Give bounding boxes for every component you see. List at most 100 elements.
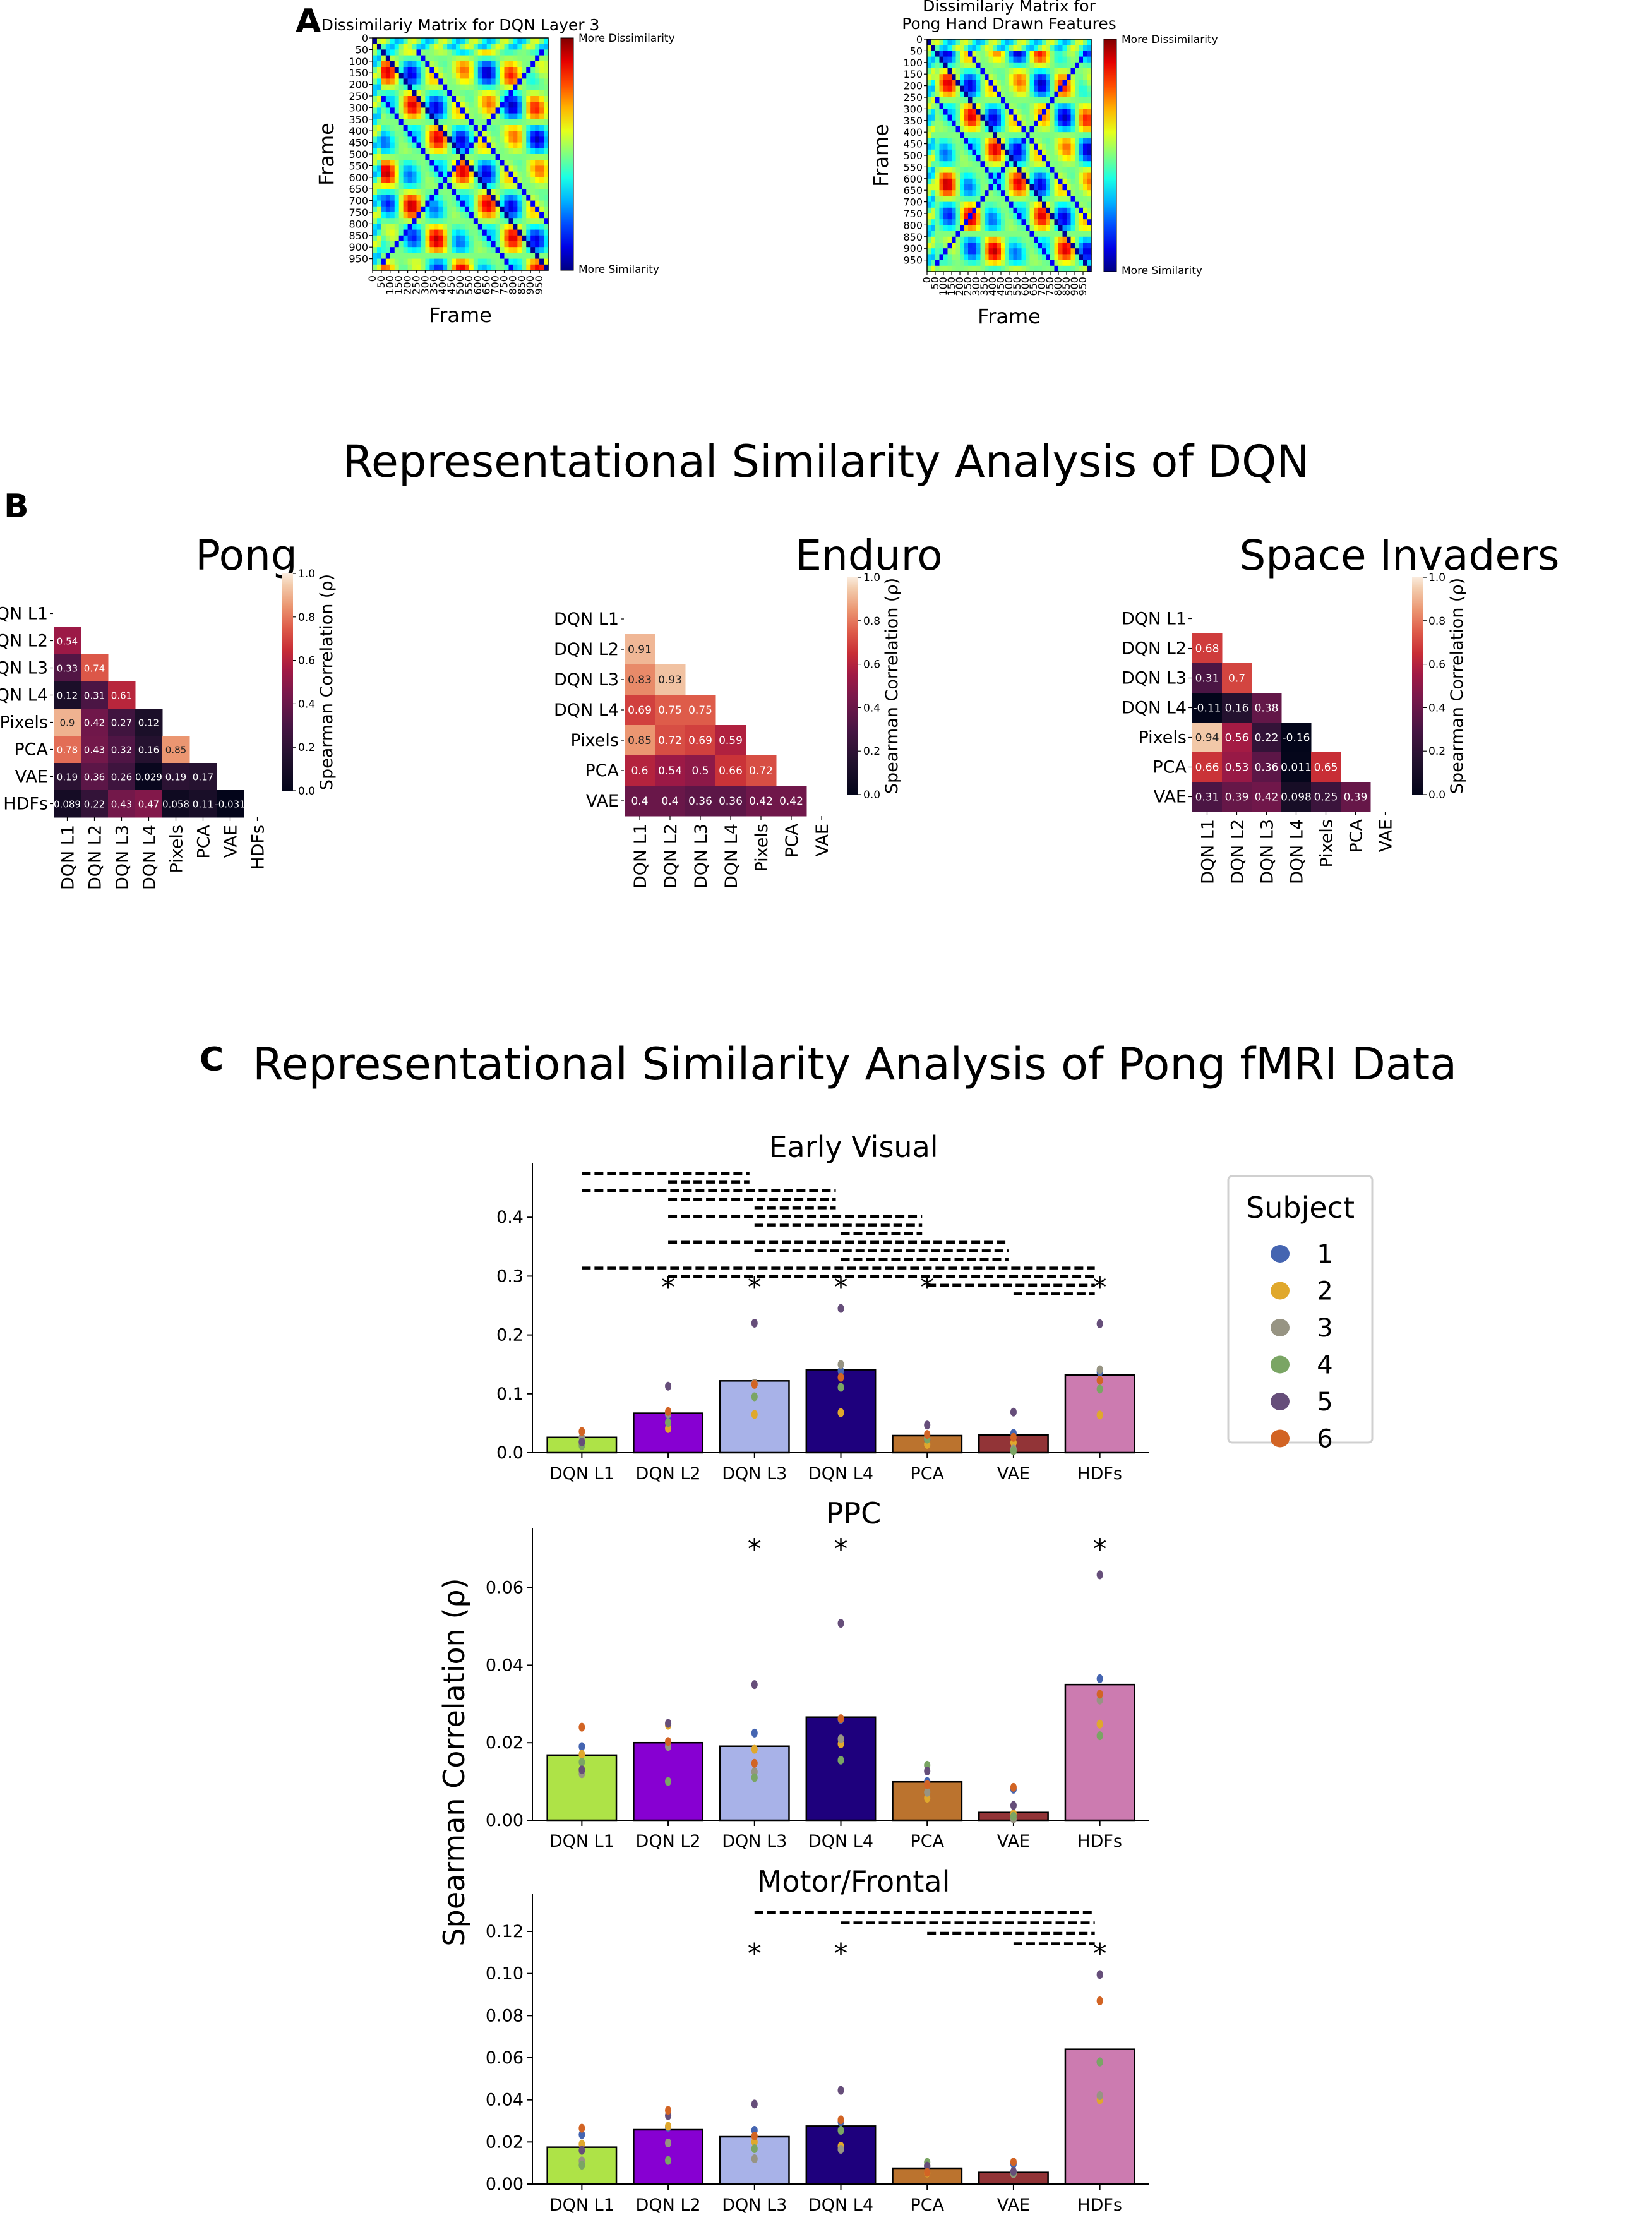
- matrix-cell: [1029, 91, 1034, 98]
- matrix-cell: [495, 206, 501, 213]
- matrix-cell: [972, 155, 977, 162]
- matrix-cell: [1026, 97, 1031, 104]
- matrix-cell: [464, 177, 470, 184]
- matrix-cell: [539, 49, 544, 56]
- matrix-cell: [955, 184, 961, 191]
- matrix-cell: [477, 67, 483, 73]
- heatmap-cell-value: 0.22: [1255, 732, 1279, 745]
- matrix-cell: [477, 119, 483, 126]
- matrix-cell: [1054, 236, 1059, 243]
- heatmap-cell-value: 0.12: [138, 717, 159, 729]
- subject-point: [751, 1728, 758, 1738]
- matrix-cell: [1087, 109, 1092, 116]
- matrix-cell: [434, 189, 439, 195]
- matrix-cell: [1083, 196, 1088, 203]
- matrix-cell: [447, 67, 452, 73]
- matrix-cell: [522, 160, 527, 166]
- matrix-cell: [927, 254, 932, 261]
- matrix-cell: [469, 189, 474, 195]
- matrix-cell: [447, 90, 452, 97]
- matrix-cell: [1042, 219, 1047, 225]
- matrix-cell: [927, 172, 932, 179]
- matrix-cell: [473, 49, 479, 56]
- matrix-cell: [522, 44, 527, 50]
- matrix-cell: [1026, 109, 1031, 116]
- matrix-cell: [385, 160, 391, 166]
- matrix-cell: [530, 131, 536, 137]
- matrix-cell: [993, 114, 998, 121]
- matrix-cell: [403, 38, 409, 44]
- matrix-cell: [939, 260, 944, 267]
- matrix-cell: [504, 49, 510, 56]
- matrix-cell: [544, 195, 549, 201]
- chart-title: Motor/Frontal: [757, 1864, 950, 1899]
- subject-point: [924, 1767, 931, 1776]
- matrix-cell: [508, 131, 513, 137]
- matrix-cell: [504, 55, 510, 62]
- matrix-cell: [526, 49, 531, 56]
- matrix-cell: [473, 38, 479, 44]
- matrix-cell: [504, 177, 510, 184]
- matrix-cell: [398, 49, 404, 56]
- matrix-cell: [452, 90, 457, 97]
- matrix-cell: [517, 125, 522, 131]
- matrix-cell: [456, 177, 461, 184]
- y-tick-label: 600: [903, 173, 923, 185]
- matrix-cell: [412, 200, 417, 207]
- matrix-cell: [927, 45, 932, 51]
- heatmap-cell-value: -0.11: [1194, 702, 1221, 715]
- subject-point: [665, 1719, 672, 1728]
- matrix-cell: [1017, 109, 1022, 116]
- matrix-cell: [491, 224, 496, 231]
- y-tick-label: 300: [903, 103, 923, 115]
- matrix-cell: [935, 190, 940, 196]
- matrix-cell: [517, 189, 522, 195]
- matrix-cell: [398, 125, 404, 131]
- matrix-cell: [412, 44, 417, 50]
- matrix-cell: [381, 195, 386, 201]
- matrix-cell: [1001, 184, 1006, 191]
- matrix-cell: [495, 78, 501, 85]
- matrix-cell: [508, 206, 513, 213]
- heatmap-cell-value: 0.26: [111, 772, 132, 783]
- matrix-cell: [1054, 91, 1059, 98]
- matrix-cell: [1017, 265, 1022, 272]
- matrix-cell: [464, 212, 470, 219]
- matrix-cell: [452, 189, 457, 195]
- matrix-cell: [1070, 248, 1075, 255]
- matrix-cell: [960, 172, 965, 179]
- matrix-cell: [972, 103, 977, 109]
- heatmap-cell: [1252, 723, 1282, 753]
- matrix-cell: [447, 177, 452, 184]
- matrix-cell: [416, 224, 422, 231]
- heatmap-cell: [108, 790, 136, 818]
- matrix-cell: [968, 260, 973, 267]
- matrix-cell: [438, 165, 443, 172]
- matrix-cell: [972, 143, 977, 150]
- matrix-cell: [522, 136, 527, 143]
- matrix-cell: [482, 165, 488, 172]
- matrix-cell: [539, 177, 544, 184]
- matrix-cell: [964, 103, 969, 109]
- matrix-cell: [1029, 207, 1034, 214]
- matrix-cell: [1050, 149, 1055, 156]
- matrix-cell: [456, 119, 461, 126]
- matrix-cell: [407, 177, 413, 184]
- matrix-cell: [421, 142, 426, 149]
- matrix-cell: [407, 212, 413, 219]
- matrix-cell: [1042, 132, 1047, 138]
- matrix-cell: [500, 67, 505, 73]
- x-tick-label: DQN L1: [549, 1464, 614, 1484]
- matrix-cell: [513, 38, 518, 44]
- y-tick-label: 100: [349, 56, 368, 68]
- matrix-cell: [477, 38, 483, 44]
- matrix-cell: [1087, 39, 1092, 45]
- matrix-cell: [1009, 91, 1014, 98]
- matrix-cell: [1067, 149, 1072, 156]
- matrix-cell: [939, 45, 944, 51]
- matrix-cell: [526, 102, 531, 108]
- matrix-cell: [1034, 80, 1039, 87]
- matrix-cell: [939, 207, 944, 214]
- matrix-cell: [1005, 56, 1010, 63]
- matrix-cell: [976, 91, 981, 98]
